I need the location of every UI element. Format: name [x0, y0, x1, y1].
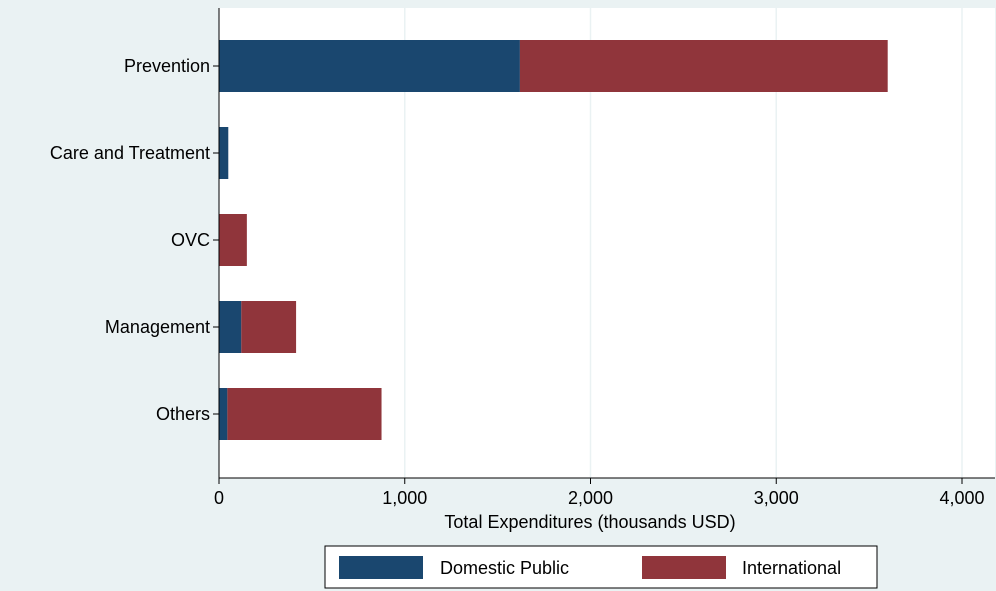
legend-label-international: International [742, 558, 841, 578]
bar-management-domestic-public [219, 301, 242, 353]
x-tick-label-2: 2,000 [568, 488, 613, 508]
legend: Domestic Public International [324, 545, 878, 589]
bar-prevention-domestic-public [219, 40, 520, 92]
legend-label-domestic-public: Domestic Public [440, 558, 569, 578]
bar-ovc-international [219, 214, 247, 266]
category-label-management: Management [105, 317, 210, 337]
legend-swatch-international [642, 556, 726, 579]
category-label-care-and-treatment: Care and Treatment [50, 143, 210, 163]
x-tick-label-0: 0 [214, 488, 224, 508]
bars [219, 40, 888, 440]
x-axis-title: Total Expenditures (thousands USD) [444, 512, 735, 532]
x-tick-label-4: 4,000 [939, 488, 984, 508]
bar-others-domestic-public [219, 388, 228, 440]
legend-swatch-domestic-public [339, 556, 423, 579]
x-ticks: 0 1,000 2,000 3,000 4,000 [214, 478, 985, 508]
category-label-others: Others [156, 404, 210, 424]
bar-prevention-international [519, 40, 888, 92]
x-tick-label-3: 3,000 [754, 488, 799, 508]
bar-care-and-treatment-domestic-public [219, 127, 229, 179]
bar-others-international [227, 388, 382, 440]
category-label-prevention: Prevention [124, 56, 210, 76]
bar-management-international [241, 301, 297, 353]
category-label-ovc: OVC [171, 230, 210, 250]
category-labels: Prevention Care and Treatment OVC Managemen… [50, 56, 219, 424]
x-tick-label-1: 1,000 [382, 488, 427, 508]
